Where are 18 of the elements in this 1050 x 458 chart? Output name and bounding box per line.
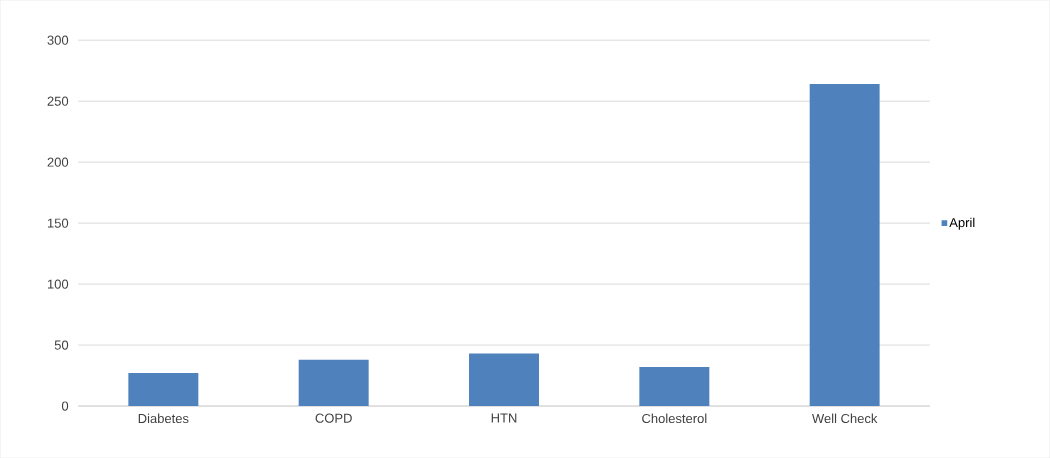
x-tick-label: HTN bbox=[491, 413, 517, 423]
legend-label: April bbox=[949, 217, 975, 230]
y-tick-label: 100 bbox=[47, 279, 69, 289]
bar bbox=[128, 373, 199, 406]
y-tick-label: 150 bbox=[47, 218, 69, 228]
bar bbox=[809, 83, 880, 406]
y-tick-label: 50 bbox=[54, 340, 69, 350]
y-tick-label: 300 bbox=[47, 35, 69, 45]
y-tick-label: 250 bbox=[47, 96, 69, 106]
bar bbox=[298, 359, 369, 406]
x-tick-label: COPD bbox=[315, 413, 352, 423]
bar bbox=[469, 353, 539, 406]
x-tick-label: Well Check bbox=[812, 413, 878, 423]
y-tick-label: 0 bbox=[61, 401, 69, 411]
bar bbox=[639, 366, 710, 406]
x-tick-label: Diabetes bbox=[138, 413, 189, 423]
y-tick-label: 200 bbox=[47, 157, 69, 167]
x-tick-label: Cholesterol bbox=[642, 413, 707, 423]
